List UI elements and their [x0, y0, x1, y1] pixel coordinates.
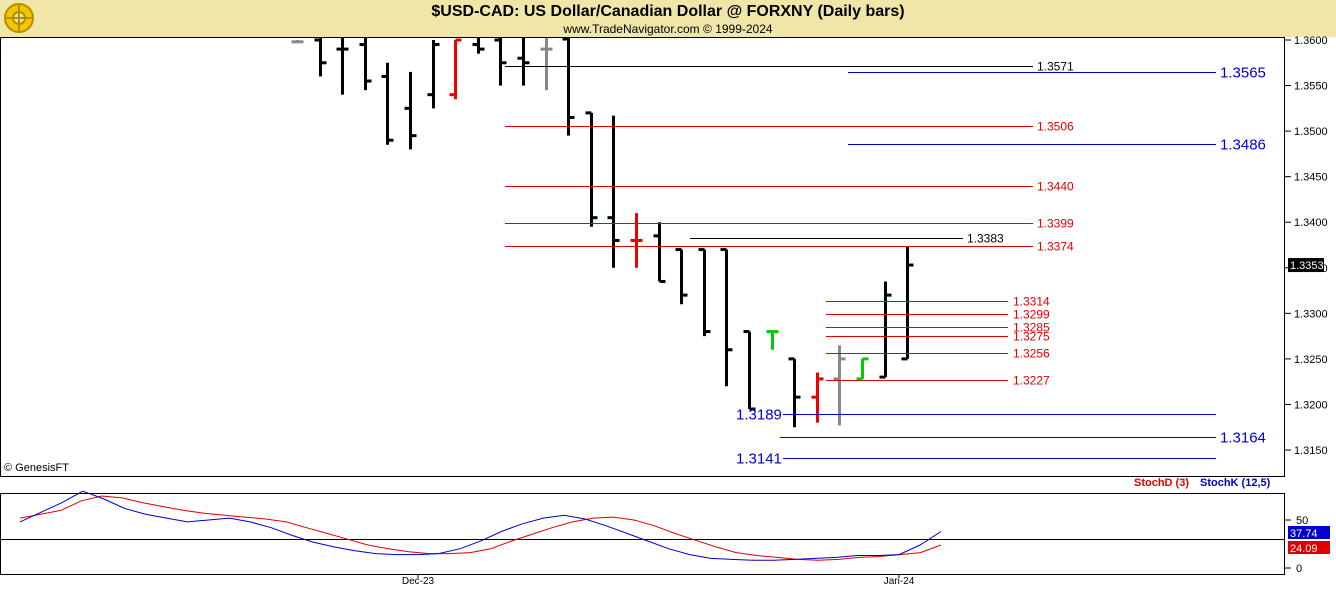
y-tick-label: 1.3400	[1294, 217, 1328, 229]
level-label: 1.3227	[1013, 374, 1050, 388]
last-price-label: 1.3353	[1290, 260, 1324, 272]
y-tick-label: 1.3600	[1294, 35, 1328, 47]
x-tick-label: Dec-23	[402, 576, 435, 587]
genesis-copyright: © GenesisFT	[4, 462, 69, 474]
y-tick-label: 1.3200	[1294, 399, 1328, 411]
level-label: 1.3383	[967, 232, 1004, 246]
level-label: 1.3299	[1013, 308, 1050, 322]
stoch-tick-label: 0	[1296, 563, 1302, 575]
level-label: 1.3164	[1220, 430, 1266, 447]
level-label: 1.3506	[1037, 120, 1074, 134]
stochd-legend: StochD (3)	[1134, 477, 1189, 489]
level-label: 1.3275	[1013, 330, 1050, 344]
level-label: 1.3565	[1220, 65, 1266, 82]
last-price-marker	[1288, 258, 1324, 273]
level-label: 1.3256	[1013, 347, 1050, 361]
level-label: 1.3314	[1013, 295, 1050, 309]
level-label: 1.3189	[736, 407, 782, 424]
stoch-value-marker	[1288, 541, 1330, 554]
stochk-line	[19, 490, 942, 561]
chart-subtitle: www.TradeNavigator.com © 1999-2024	[563, 22, 773, 36]
title-bar	[0, 0, 1336, 37]
y-tick-label: 1.3150	[1294, 445, 1328, 457]
stochd-line	[19, 495, 942, 561]
stoch-value-marker	[1288, 526, 1330, 539]
level-label: 1.3285	[1013, 321, 1050, 335]
y-tick-label: 1.3500	[1294, 126, 1328, 138]
level-label: 1.3399	[1037, 217, 1074, 231]
chart-title: $USD-CAD: US Dollar/Canadian Dollar @ FO…	[431, 3, 905, 20]
level-label: 1.3571	[1037, 60, 1074, 74]
level-label: 1.3440	[1037, 180, 1074, 194]
stochk-legend: StochK (12,5)	[1200, 477, 1271, 489]
level-label: 1.3141	[736, 451, 782, 468]
stoch-tick-label: 50	[1296, 515, 1308, 527]
x-tick-label: Jan-24	[884, 576, 915, 587]
y-tick-label: 1.3250	[1294, 354, 1328, 366]
y-tick-label: 1.3450	[1294, 172, 1328, 184]
price-panel-frame	[0, 37, 1285, 477]
level-label: 1.3374	[1037, 240, 1074, 254]
y-tick-label: 1.3300	[1294, 308, 1328, 320]
right-axis-area	[1285, 37, 1336, 591]
stoch-value-label: 24.09	[1290, 543, 1318, 555]
y-tick-label: 1.3550	[1294, 81, 1328, 93]
stoch-value-label: 37.74	[1290, 528, 1318, 540]
stoch-panel-frame	[0, 493, 1285, 575]
level-label: 1.3486	[1220, 137, 1266, 154]
trade-navigator-logo	[4, 3, 34, 33]
